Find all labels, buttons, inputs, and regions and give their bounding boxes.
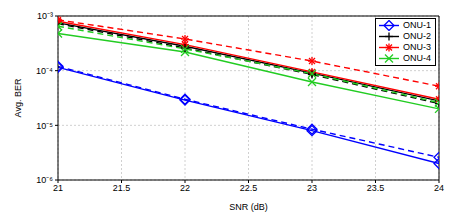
svg-text:10⁻⁵: 10⁻⁵ bbox=[36, 121, 53, 131]
svg-text:SNR (dB): SNR (dB) bbox=[229, 202, 268, 212]
svg-text:24: 24 bbox=[434, 183, 444, 193]
svg-text:21: 21 bbox=[53, 183, 63, 193]
svg-text:10⁻⁴: 10⁻⁴ bbox=[36, 66, 53, 76]
svg-text:23: 23 bbox=[307, 183, 317, 193]
svg-text:10⁻⁶: 10⁻⁶ bbox=[36, 175, 53, 185]
svg-text:Avg. BER: Avg. BER bbox=[13, 78, 23, 117]
html-text:ONU-4: ONU-4 bbox=[403, 53, 431, 63]
svg-text:21.5: 21.5 bbox=[113, 183, 131, 193]
svg-text:22: 22 bbox=[180, 183, 190, 193]
html-text:ONU-1: ONU-1 bbox=[403, 20, 431, 30]
html-text:ONU-3: ONU-3 bbox=[403, 42, 431, 52]
html-text:ONU-2: ONU-2 bbox=[403, 31, 431, 41]
svg-text:23.5: 23.5 bbox=[367, 183, 385, 193]
svg-text:10⁻³: 10⁻³ bbox=[37, 11, 53, 21]
svg-text:22.5: 22.5 bbox=[240, 183, 258, 193]
